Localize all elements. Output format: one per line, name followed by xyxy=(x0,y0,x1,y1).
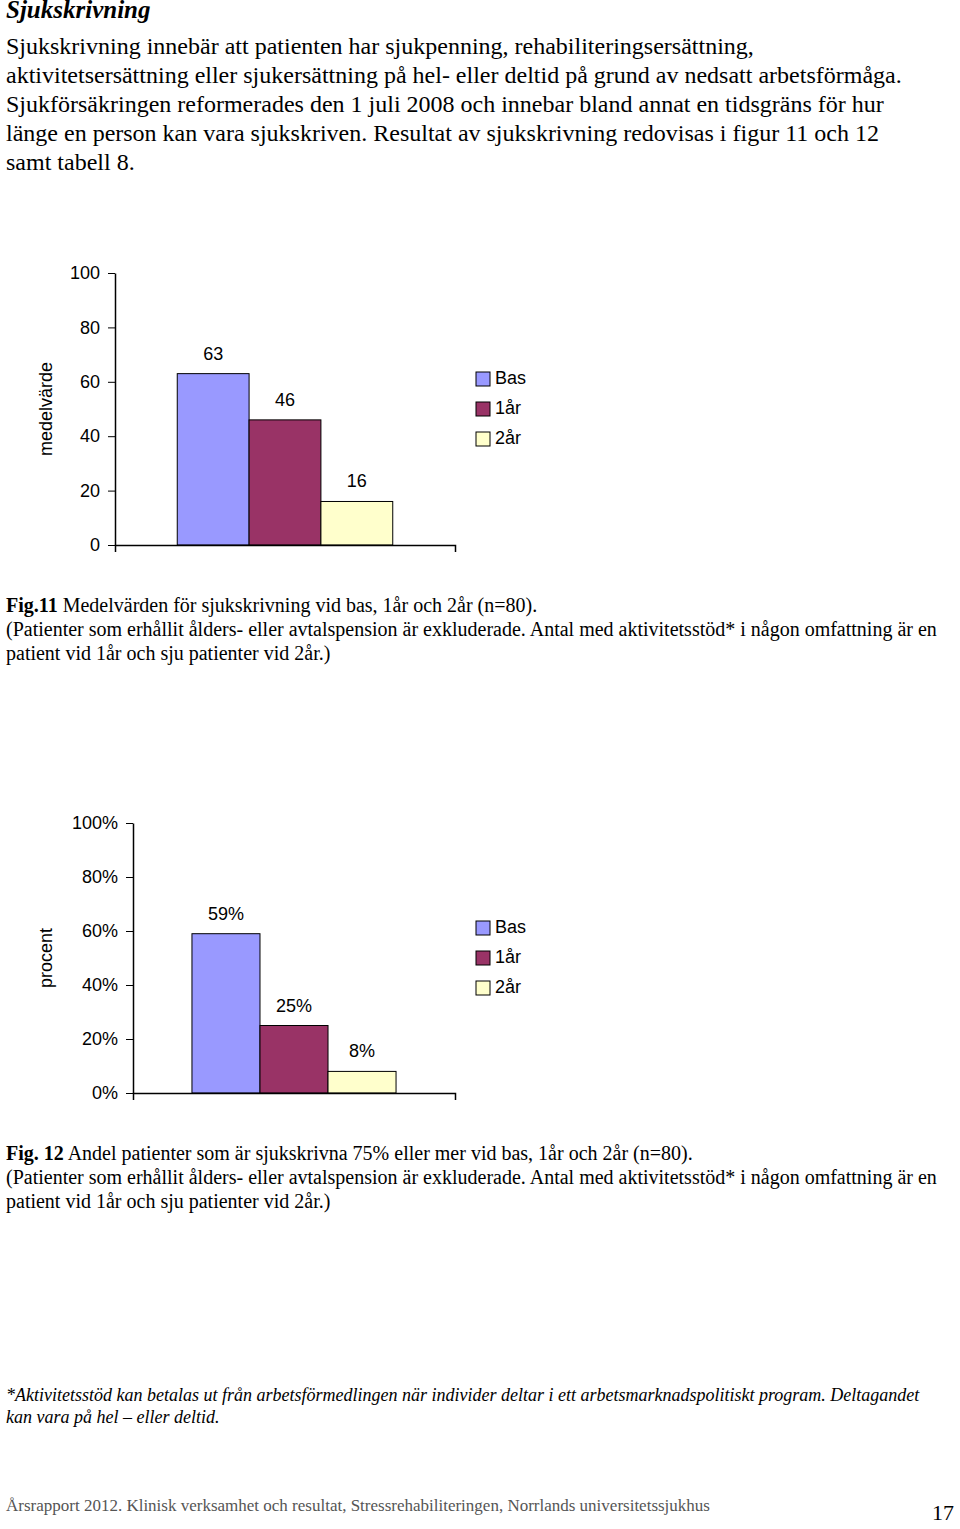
paragraph: Sjukskrivning innebär att patienten har … xyxy=(6,32,911,177)
legend: Bas 1år 2år xyxy=(476,917,526,997)
y-tick-mark xyxy=(126,877,133,878)
legend-label: 1år xyxy=(495,947,521,967)
figure-caption: Fig.11 Medelvärden för sjukskrivning vid… xyxy=(6,593,941,665)
legend-swatch xyxy=(476,981,490,995)
y-tick-mark xyxy=(126,985,133,986)
y-tick-mark xyxy=(126,1039,133,1040)
y-tick-label: 100% xyxy=(72,813,118,833)
y-tick: 100% xyxy=(72,813,133,833)
figure-caption: Fig. 12 Andel patienter som är sjukskriv… xyxy=(6,1141,941,1213)
legend-label: 2år xyxy=(495,977,521,997)
y-tick-label: 60 xyxy=(80,372,100,392)
y-axis-title: medelvärde xyxy=(36,362,56,456)
y-tick: 100 xyxy=(70,263,115,283)
legend-label: 2år xyxy=(495,428,521,448)
chart: 59% 25% 8% 0% 20% 40% 60% 80% 100% procent Bas 1år 2… xyxy=(36,813,526,1103)
y-axis-line xyxy=(115,274,117,546)
y-tick-mark xyxy=(108,273,115,274)
caption-label: Fig.11 xyxy=(6,594,58,616)
x-axis-line xyxy=(116,546,456,553)
y-tick-mark xyxy=(108,436,115,437)
y-tick-label: 20% xyxy=(82,1029,118,1049)
bar xyxy=(321,501,393,545)
data-label: 63 xyxy=(203,344,223,364)
y-axis: 0 20 40 60 80 100 xyxy=(70,263,116,555)
y-tick-label: 40 xyxy=(80,426,100,446)
caption-text: Andel patienter som är sjukskrivna 75% e… xyxy=(64,1142,693,1164)
y-axis-title: procent xyxy=(36,928,56,988)
y-tick: 40% xyxy=(82,975,133,995)
bar xyxy=(249,420,321,545)
caption-label: Fig. 12 xyxy=(6,1142,64,1164)
y-tick-label: 100 xyxy=(70,263,100,283)
bars xyxy=(177,374,392,545)
legend-swatch xyxy=(476,951,490,965)
y-tick-label: 40% xyxy=(82,975,118,995)
data-label: 8% xyxy=(349,1041,375,1061)
x-axis xyxy=(116,545,456,552)
y-tick: 80% xyxy=(82,867,133,887)
caption-note: (Patienter som erhållit ålders- eller av… xyxy=(6,1166,937,1212)
y-tick: 0 xyxy=(90,535,115,555)
data-label: 59% xyxy=(208,904,244,924)
legend-swatch xyxy=(476,921,490,935)
charts: 634616020406080100medelvärdeBas1år2år59%… xyxy=(0,0,960,1529)
legend-swatch xyxy=(476,432,490,446)
legend-label: 1år xyxy=(495,398,521,418)
legend-label: Bas xyxy=(495,917,526,937)
y-tick: 20 xyxy=(80,481,115,501)
y-tick: 20% xyxy=(82,1029,133,1049)
y-tick: 40 xyxy=(80,426,115,446)
caption-note: (Patienter som erhållit ålders- eller av… xyxy=(6,618,937,664)
x-axis xyxy=(134,1093,456,1100)
data-label: 46 xyxy=(275,390,295,410)
y-tick: 80 xyxy=(80,318,115,338)
bar xyxy=(177,374,249,545)
y-tick: 0% xyxy=(92,1083,133,1103)
y-tick-label: 80% xyxy=(82,867,118,887)
y-tick: 60 xyxy=(80,372,115,392)
y-tick: 60% xyxy=(82,921,133,941)
legend-swatch xyxy=(476,372,490,386)
bar xyxy=(260,1026,328,1094)
y-tick-label: 60% xyxy=(82,921,118,941)
footer: Årsrapport 2012. Klinisk verksamhet och … xyxy=(6,1496,710,1516)
y-tick-mark xyxy=(108,491,115,492)
data-label: 16 xyxy=(347,471,367,491)
bar xyxy=(328,1071,396,1093)
data-label: 25% xyxy=(276,996,312,1016)
bar xyxy=(192,934,260,1093)
legend: Bas 1år 2år xyxy=(476,368,526,448)
y-tick-mark xyxy=(126,1093,133,1094)
y-axis-line xyxy=(133,824,135,1094)
footnote: *Aktivitetsstöd kan betalas ut från arbe… xyxy=(6,1384,936,1428)
chart: 63 46 16 0 20 40 60 80 100 medelvärde Bas 1år 2år xyxy=(36,263,526,555)
bars xyxy=(192,934,396,1093)
y-axis: 0% 20% 40% 60% 80% 100% xyxy=(72,813,134,1103)
y-tick-mark xyxy=(108,545,115,546)
y-tick-label: 0 xyxy=(90,535,100,555)
heading: Sjukskrivning xyxy=(6,0,151,24)
y-tick-mark xyxy=(108,382,115,383)
legend-label: Bas xyxy=(495,368,526,388)
caption-text: Medelvärden för sjukskrivning vid bas, 1… xyxy=(58,594,538,616)
y-tick-mark xyxy=(126,823,133,824)
x-axis-line xyxy=(134,1094,456,1101)
y-tick-label: 20 xyxy=(80,481,100,501)
page-number: 17 xyxy=(932,1500,954,1526)
y-tick-mark xyxy=(108,327,115,328)
y-tick-label: 80 xyxy=(80,318,100,338)
y-tick-label: 0% xyxy=(92,1083,118,1103)
y-tick-mark xyxy=(126,931,133,932)
legend-swatch xyxy=(476,402,490,416)
